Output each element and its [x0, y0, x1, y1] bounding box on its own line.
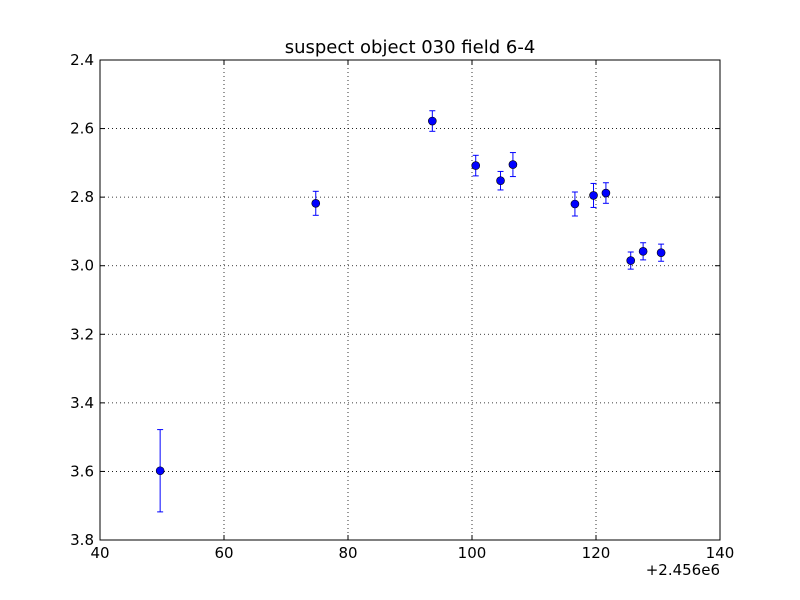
- data-point: [589, 191, 598, 200]
- x-tick-label: 40: [90, 544, 109, 562]
- data-point: [626, 256, 636, 265]
- y-tick-label: 2.4: [70, 51, 94, 69]
- chart-title: suspect object 030 field 6-4: [285, 37, 536, 58]
- y-tick-label: 3.4: [70, 394, 94, 412]
- x-tick-label: 100: [458, 544, 487, 562]
- y-tick-label: 3.2: [70, 325, 94, 343]
- data-point: [311, 199, 321, 208]
- plot-area: [100, 60, 720, 540]
- x-tick-label: 60: [214, 544, 233, 562]
- data-point: [428, 116, 437, 126]
- grid: [100, 60, 720, 540]
- x-tick-labels: 40 60 80 100 120 140: [90, 544, 734, 562]
- data-point: [601, 188, 611, 198]
- data-point: [656, 248, 666, 257]
- data-point: [638, 247, 648, 256]
- y-tick-label: 3.8: [70, 531, 94, 549]
- data-points: [155, 116, 666, 476]
- y-tick-label: 3.6: [70, 462, 94, 480]
- x-tick-label: 140: [706, 544, 735, 562]
- x-tick-label: 120: [582, 544, 611, 562]
- data-point: [496, 176, 505, 185]
- y-tick-label: 2.8: [70, 188, 94, 206]
- data-point: [471, 161, 481, 170]
- plot-frame: [99, 59, 721, 541]
- ticks: [99, 59, 721, 541]
- x-tick-label: 80: [338, 544, 357, 562]
- data-point: [570, 199, 580, 209]
- data-point: [508, 160, 518, 169]
- y-tick-label: 2.6: [70, 120, 94, 138]
- y-tick-label: 3.0: [70, 257, 94, 275]
- x-offset-label: +2.456e6: [646, 561, 720, 579]
- y-tick-labels: 2.4 2.6 2.8 3.0 3.2 3.4 3.6 3.8: [70, 51, 94, 549]
- data-point: [155, 466, 165, 476]
